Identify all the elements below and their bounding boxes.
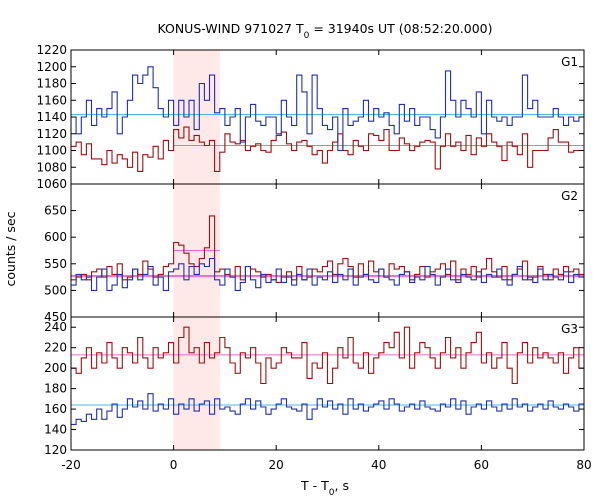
series-series_blue xyxy=(71,66,584,152)
panels-group: 106010801100112011401160118012001220G145… xyxy=(36,43,591,472)
y-tick-label: 1100 xyxy=(36,144,67,158)
y-tick-label: 160 xyxy=(44,402,67,416)
y-tick-label: 1200 xyxy=(36,60,67,74)
y-tick-label: 1060 xyxy=(36,177,67,191)
y-tick-label: 220 xyxy=(44,341,67,355)
y-tick-label: 1160 xyxy=(36,93,67,107)
x-axis-label: T - T0, s xyxy=(300,478,349,498)
y-tick-label: 1140 xyxy=(36,110,67,124)
x-tick-label: 60 xyxy=(474,458,489,472)
y-tick-label: 120 xyxy=(44,443,67,457)
panel-frame xyxy=(70,316,585,451)
series-series_red xyxy=(71,326,584,385)
y-tick-label: 180 xyxy=(44,382,67,396)
panel-label: G3 xyxy=(561,322,578,336)
series-series_red xyxy=(71,126,584,172)
y-tick-label: 550 xyxy=(44,257,67,271)
x-tick-label: -20 xyxy=(61,458,81,472)
x-tick-label: 80 xyxy=(576,458,591,472)
y-tick-label: 500 xyxy=(44,283,67,297)
y-axis-label: counts / sec xyxy=(3,211,18,286)
y-tick-label: 200 xyxy=(44,361,67,375)
x-tick-label: 0 xyxy=(170,458,178,472)
series-series_blue xyxy=(71,393,584,425)
panel-g1: 1060 1080 1100 1120 1140 1160 1180 1200 1220 G1 xyxy=(36,43,585,191)
y-tick-label: 140 xyxy=(44,423,67,437)
panel-label: G1 xyxy=(561,55,578,69)
y-tick-label: 650 xyxy=(44,204,67,218)
x-tick-label: 40 xyxy=(371,458,386,472)
panel-g2: 450 500 550 600 650 G2 xyxy=(44,183,585,324)
panel-label: G2 xyxy=(561,189,578,203)
y-tick-label: 450 xyxy=(44,310,67,324)
chart-title: KONUS-WIND 971027 T0 = 31940s UT (08:52:… xyxy=(157,21,492,41)
panel-g3: 120 140 160 180 200 220 240 G3 xyxy=(44,316,585,457)
y-tick-label: 1080 xyxy=(36,160,67,174)
y-tick-label: 1120 xyxy=(36,127,67,141)
y-tick-label: 600 xyxy=(44,230,67,244)
x-tick-label: 20 xyxy=(269,458,284,472)
series-series_blue xyxy=(71,257,584,291)
y-tick-label: 1220 xyxy=(36,43,67,57)
y-tick-label: 1180 xyxy=(36,77,67,91)
y-tick-label: 240 xyxy=(44,320,67,334)
